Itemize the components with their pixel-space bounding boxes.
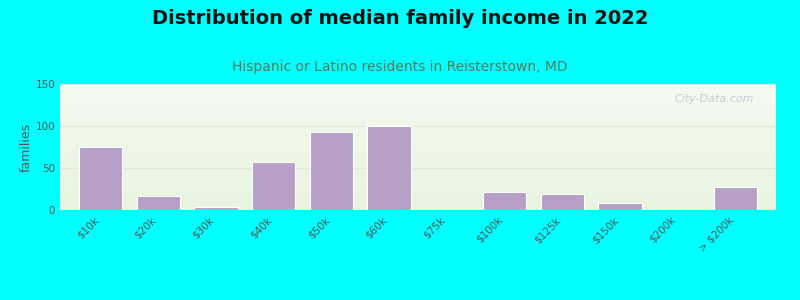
Bar xyxy=(541,194,584,210)
Bar xyxy=(310,132,353,210)
Text: City-Data.com: City-Data.com xyxy=(675,94,754,104)
Bar xyxy=(252,162,295,210)
Bar xyxy=(367,126,410,210)
Bar xyxy=(78,147,122,210)
Bar xyxy=(483,191,526,210)
Bar xyxy=(714,187,758,210)
Bar xyxy=(194,207,238,210)
Bar xyxy=(598,203,642,210)
Bar xyxy=(137,196,180,210)
Text: Distribution of median family income in 2022: Distribution of median family income in … xyxy=(152,9,648,28)
Text: Hispanic or Latino residents in Reisterstown, MD: Hispanic or Latino residents in Reisters… xyxy=(232,60,568,74)
Y-axis label: families: families xyxy=(20,122,33,172)
